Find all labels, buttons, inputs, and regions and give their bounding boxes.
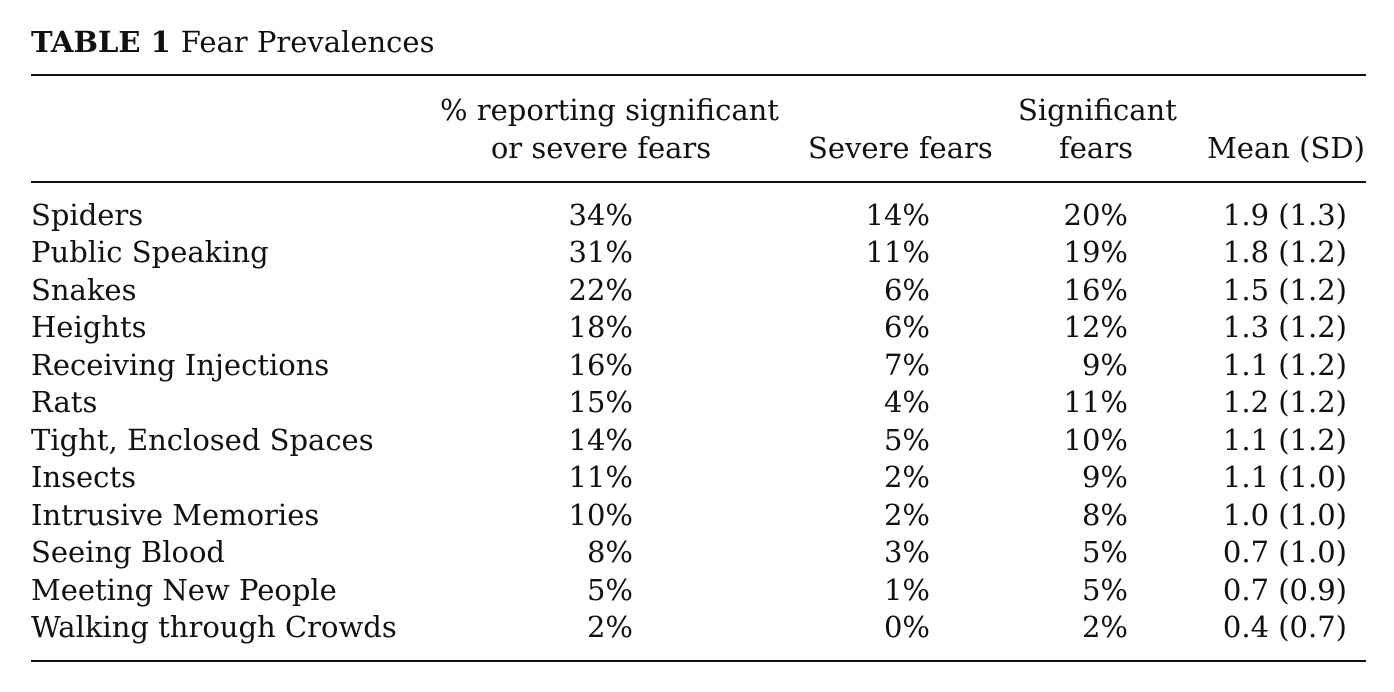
row-fear-label: Intrusive Memories [31,498,320,532]
row-severe: 6% [883,310,930,344]
row-mean-sd: 1.1 (1.2) [1222,423,1347,457]
row-fear-label: Insects [31,460,136,494]
row-mean-sd: 1.8 (1.2) [1222,235,1347,269]
row-fear-label: Heights [31,310,147,344]
row-pct-reporting: 34% [568,198,633,232]
header-pct-reporting: % reporting significant or severe fears [440,91,779,167]
row-pct-reporting: 14% [568,423,633,457]
table-row: Meeting New People 5% 1% 5% 0.7 (0.9) [0,572,1394,609]
header-significant-fears-line1: Significant [1018,93,1177,127]
row-pct-reporting: 8% [586,535,633,569]
row-mean-sd: 1.3 (1.2) [1222,310,1347,344]
row-pct-reporting: 18% [568,310,633,344]
row-significant: 12% [1063,310,1128,344]
row-pct-reporting: 5% [586,573,633,607]
table-row: Tight, Enclosed Spaces 14% 5% 10% 1.1 (1… [0,422,1394,459]
row-severe: 4% [883,385,930,419]
header-severe-fears: Severe fears [808,91,993,167]
header-pct-reporting-line2: or severe fears [490,131,712,165]
table-row: Rats 15% 4% 11% 1.2 (1.2) [0,384,1394,421]
row-fear-label: Receiving Injections [31,348,330,382]
header-mean-sd-line2: Mean (SD) [1207,131,1365,165]
row-significant: 19% [1063,235,1128,269]
row-mean-sd: 1.1 (1.2) [1222,348,1347,382]
row-fear-label: Seeing Blood [31,535,225,569]
row-severe: 5% [883,423,930,457]
row-severe: 7% [883,348,930,382]
row-pct-reporting: 15% [568,385,633,419]
row-severe: 2% [883,498,930,532]
table-row: Heights 18% 6% 12% 1.3 (1.2) [0,309,1394,346]
row-fear-label: Spiders [31,198,144,232]
row-severe: 1% [883,573,930,607]
table-row: Intrusive Memories 10% 2% 8% 1.0 (1.0) [0,497,1394,534]
row-pct-reporting: 2% [586,610,633,644]
row-mean-sd: 1.1 (1.0) [1222,460,1347,494]
row-mean-sd: 1.9 (1.3) [1222,198,1347,232]
table-row: Walking through Crowds 2% 0% 2% 0.4 (0.7… [0,609,1394,646]
row-fear-label: Public Speaking [31,235,269,269]
row-mean-sd: 1.0 (1.0) [1222,498,1347,532]
table-row: Spiders 34% 14% 20% 1.9 (1.3) [0,197,1394,234]
row-pct-reporting: 10% [568,498,633,532]
row-severe: 14% [865,198,930,232]
row-severe: 3% [883,535,930,569]
header-mean-sd: Mean (SD) [1206,91,1366,167]
table-caption: TABLE 1 Fear Prevalences [31,22,434,62]
row-significant: 5% [1081,535,1128,569]
row-mean-sd: 0.7 (0.9) [1222,573,1347,607]
table-label: TABLE 1 [31,25,171,59]
row-fear-label: Rats [31,385,98,419]
header-rule [31,181,1366,183]
row-significant: 10% [1063,423,1128,457]
row-significant: 9% [1081,460,1128,494]
header-significant-fears: Significant fears [1018,91,1177,167]
row-pct-reporting: 31% [568,235,633,269]
table-row: Seeing Blood 8% 3% 5% 0.7 (1.0) [0,534,1394,571]
header-significant-fears-line2: fears [1059,131,1133,165]
row-significant: 11% [1063,385,1128,419]
header-pct-reporting-line1: % reporting significant [440,93,779,127]
table-row: Snakes 22% 6% 16% 1.5 (1.2) [0,272,1394,309]
row-pct-reporting: 11% [568,460,633,494]
row-significant: 8% [1081,498,1128,532]
row-mean-sd: 0.4 (0.7) [1222,610,1347,644]
row-mean-sd: 0.7 (1.0) [1222,535,1347,569]
row-fear-label: Snakes [31,273,137,307]
row-significant: 9% [1081,348,1128,382]
row-pct-reporting: 16% [568,348,633,382]
row-fear-label: Tight, Enclosed Spaces [31,423,374,457]
row-fear-label: Meeting New People [31,573,337,607]
table-row: Receiving Injections 16% 7% 9% 1.1 (1.2) [0,347,1394,384]
top-rule [31,74,1366,76]
row-severe: 0% [883,610,930,644]
row-significant: 20% [1063,198,1128,232]
row-fear-label: Walking through Crowds [31,610,397,644]
row-significant: 2% [1081,610,1128,644]
row-pct-reporting: 22% [568,273,633,307]
row-significant: 5% [1081,573,1128,607]
table-title: Fear Prevalences [180,25,435,59]
bottom-rule [31,660,1366,662]
row-severe: 2% [883,460,930,494]
header-severe-fears-line1 [808,91,986,129]
row-severe: 11% [865,235,930,269]
row-significant: 16% [1063,273,1128,307]
table-row: Insects 11% 2% 9% 1.1 (1.0) [0,459,1394,496]
row-mean-sd: 1.5 (1.2) [1222,273,1347,307]
row-mean-sd: 1.2 (1.2) [1222,385,1347,419]
header-severe-fears-line2: Severe fears [808,131,993,165]
header-mean-sd-line1 [1206,91,1366,129]
row-severe: 6% [883,273,930,307]
table-row: Public Speaking 31% 11% 19% 1.8 (1.2) [0,234,1394,271]
